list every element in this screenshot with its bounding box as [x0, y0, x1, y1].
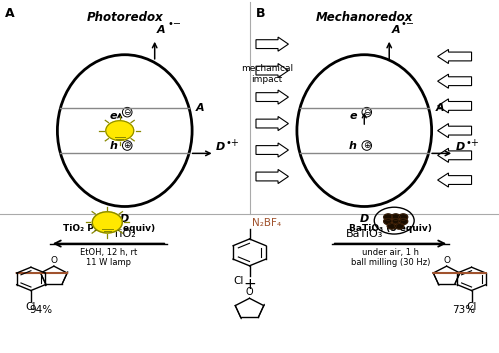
- Text: Cl: Cl: [26, 302, 36, 312]
- Circle shape: [92, 212, 122, 233]
- Text: BaTiO₃: BaTiO₃: [346, 229, 383, 239]
- Circle shape: [106, 121, 134, 140]
- Text: ⊕: ⊕: [363, 141, 371, 150]
- Text: •−: •−: [401, 19, 415, 29]
- Text: A: A: [196, 103, 205, 113]
- Polygon shape: [438, 74, 472, 88]
- Text: ball milling (30 Hz): ball milling (30 Hz): [351, 258, 431, 267]
- Circle shape: [395, 223, 404, 229]
- Text: 94%: 94%: [29, 305, 52, 315]
- Text: h: h: [349, 140, 357, 150]
- Text: e: e: [110, 111, 117, 121]
- Text: ⊕: ⊕: [123, 141, 131, 150]
- Polygon shape: [438, 148, 472, 162]
- Text: TiO₂ P25 (1 equiv): TiO₂ P25 (1 equiv): [63, 224, 155, 233]
- Text: TiO₂: TiO₂: [113, 229, 136, 239]
- Text: A: A: [157, 25, 166, 35]
- Text: D: D: [456, 142, 465, 152]
- Text: A: A: [392, 25, 400, 35]
- Text: D: D: [120, 214, 129, 223]
- Text: O: O: [246, 287, 253, 297]
- Text: A: A: [5, 7, 14, 20]
- Polygon shape: [256, 169, 288, 184]
- Text: under air, 1 h: under air, 1 h: [362, 248, 419, 257]
- Text: Cl: Cl: [467, 302, 477, 312]
- Text: Cl: Cl: [233, 276, 244, 286]
- Polygon shape: [438, 124, 472, 138]
- Polygon shape: [256, 90, 288, 104]
- Text: Mechanoredox: Mechanoredox: [315, 11, 413, 24]
- Circle shape: [399, 218, 408, 225]
- Text: O: O: [50, 256, 57, 265]
- Polygon shape: [256, 64, 288, 78]
- Polygon shape: [256, 143, 288, 157]
- Text: ⊖: ⊖: [363, 108, 371, 116]
- Polygon shape: [256, 116, 288, 131]
- Text: Photoredox: Photoredox: [86, 11, 163, 24]
- Text: ⊖: ⊖: [123, 108, 131, 116]
- Polygon shape: [438, 173, 472, 187]
- Text: mechanical
impact: mechanical impact: [241, 65, 293, 84]
- Text: h: h: [109, 140, 117, 150]
- Polygon shape: [438, 49, 472, 64]
- Text: 73%: 73%: [453, 305, 476, 315]
- Polygon shape: [256, 37, 288, 51]
- Text: •−: •−: [167, 19, 181, 29]
- Text: A: A: [436, 103, 444, 113]
- Text: e: e: [349, 111, 357, 121]
- Polygon shape: [438, 99, 472, 113]
- Text: D: D: [216, 142, 226, 152]
- Text: B: B: [256, 7, 265, 20]
- Circle shape: [387, 223, 396, 229]
- Text: •+: •+: [226, 138, 240, 148]
- Circle shape: [391, 218, 400, 225]
- Text: N₂BF₄: N₂BF₄: [252, 219, 281, 228]
- Circle shape: [391, 214, 400, 220]
- Text: EtOH, 12 h, rt: EtOH, 12 h, rt: [80, 248, 137, 257]
- Circle shape: [384, 214, 393, 220]
- Circle shape: [399, 214, 408, 220]
- Text: BaTiO₃ (5 equiv): BaTiO₃ (5 equiv): [349, 224, 432, 233]
- Text: +: +: [243, 277, 256, 292]
- Circle shape: [384, 218, 393, 225]
- Text: O: O: [443, 256, 450, 265]
- Text: 11 W lamp: 11 W lamp: [86, 258, 131, 267]
- Text: D: D: [360, 214, 369, 223]
- Text: •+: •+: [465, 138, 479, 148]
